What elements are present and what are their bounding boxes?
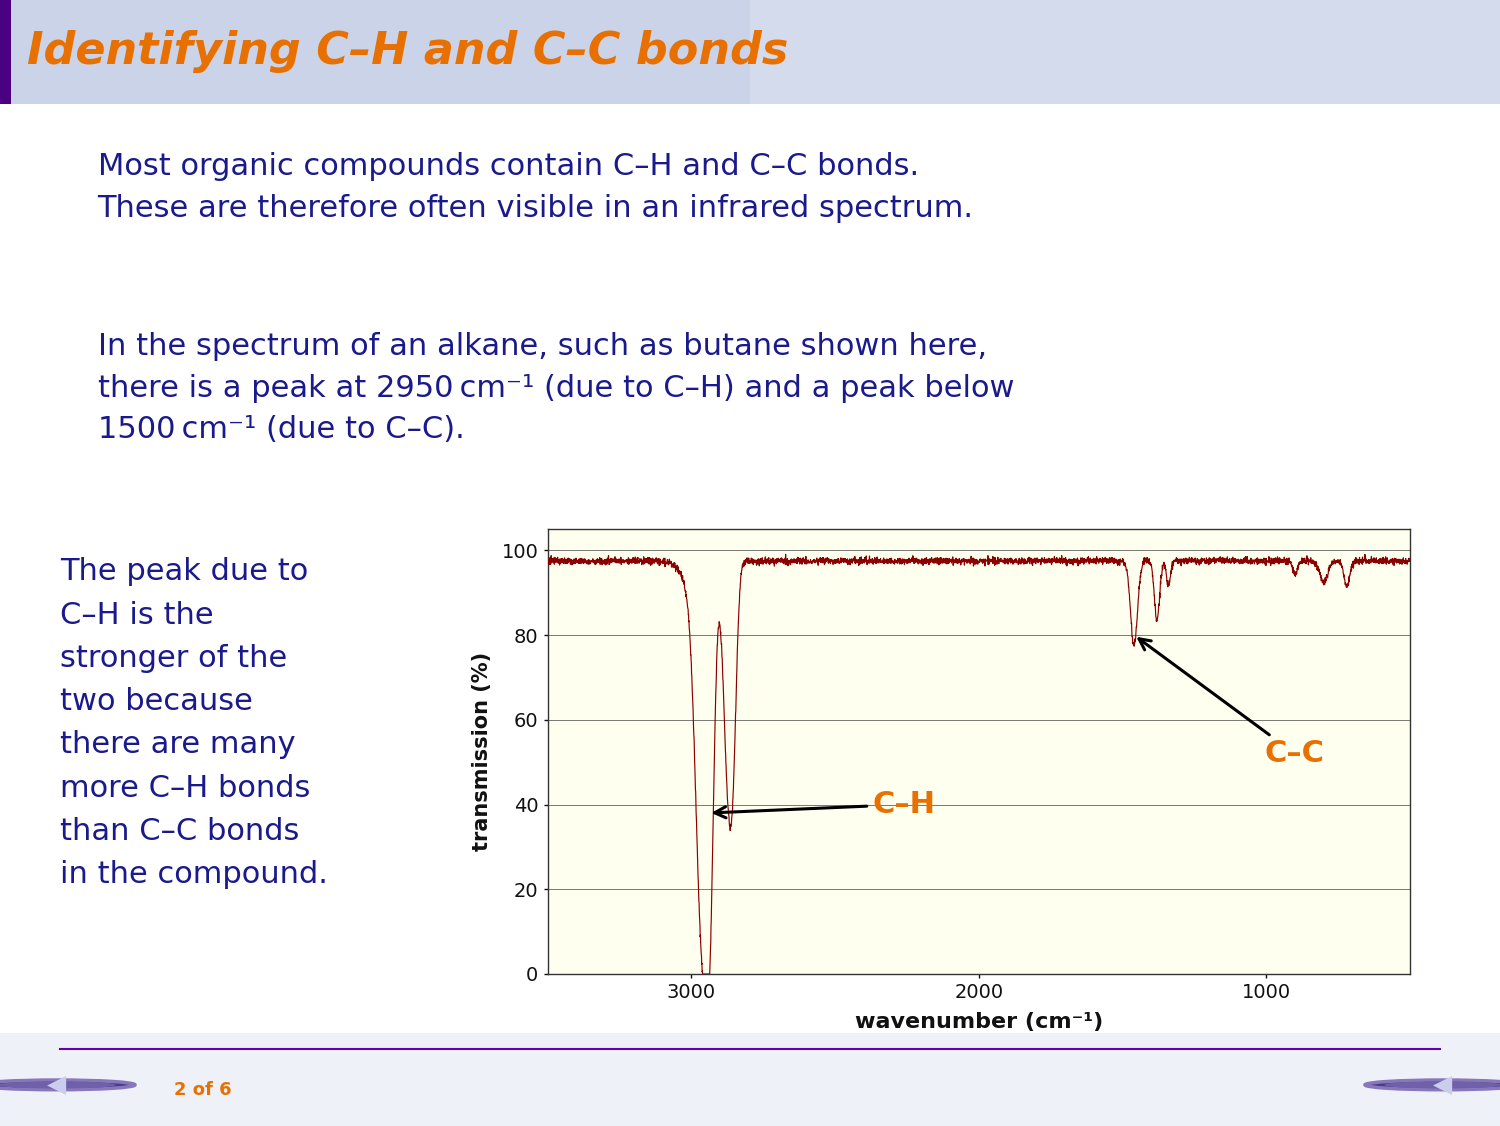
Text: Most organic compounds contain C–H and C–C bonds.
These are therefore often visi: Most organic compounds contain C–H and C… [98, 152, 974, 223]
Circle shape [1365, 1080, 1500, 1090]
Circle shape [1384, 1081, 1500, 1089]
Text: 2 of 6: 2 of 6 [174, 1081, 231, 1099]
Bar [0, 0, 10, 104]
Y-axis label: transmission (%): transmission (%) [472, 652, 492, 851]
Text: C–H: C–H [714, 790, 936, 819]
Text: ◀: ◀ [48, 1073, 66, 1097]
Text: In the spectrum of an alkane, such as butane shown here,
there is a peak at 2950: In the spectrum of an alkane, such as bu… [98, 332, 1014, 445]
Text: C–C: C–C [1138, 638, 1324, 768]
Circle shape [0, 1080, 135, 1090]
Text: ◀: ◀ [1434, 1073, 1452, 1097]
Text: Identifying C–H and C–C bonds: Identifying C–H and C–C bonds [27, 30, 789, 73]
Bar [750, 0, 1500, 104]
Text: The peak due to
C–H is the
stronger of the
two because
there are many
more C–H b: The peak due to C–H is the stronger of t… [60, 557, 328, 890]
Circle shape [0, 1081, 116, 1089]
X-axis label: wavenumber (cm⁻¹): wavenumber (cm⁻¹) [855, 1012, 1102, 1031]
